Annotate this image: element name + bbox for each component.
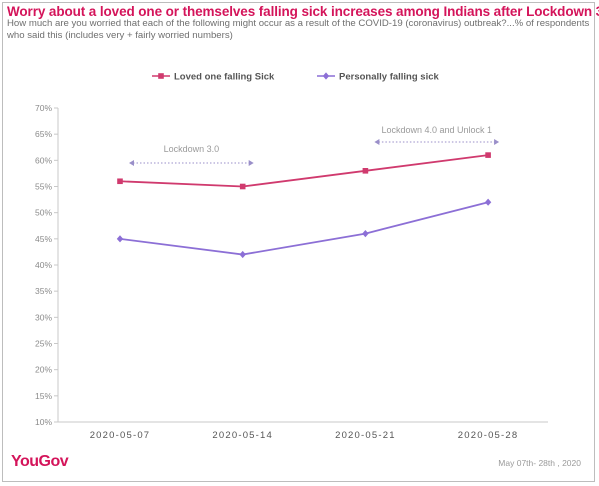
legend-marker: [322, 72, 330, 80]
y-tick-label: 70%: [35, 103, 52, 113]
data-point: [239, 183, 246, 190]
annotation-label: Lockdown 4.0 and Unlock 1: [381, 125, 492, 135]
annotation-arrowhead: [374, 139, 380, 145]
y-tick-label: 50%: [35, 208, 52, 218]
y-tick-label: 20%: [35, 365, 52, 375]
y-tick-label: 65%: [35, 129, 52, 139]
yougov-logo: YouGov: [11, 453, 69, 470]
y-tick-label: 10%: [35, 417, 52, 427]
legend-label: Personally falling sick: [339, 72, 440, 83]
y-tick-label: 55%: [35, 182, 52, 192]
data-point: [116, 235, 124, 243]
x-tick-label: 2020-05-21: [335, 430, 396, 441]
legend-label: Loved one falling Sick: [174, 72, 275, 83]
chart-subtitle: How much are you worried that each of th…: [7, 18, 590, 41]
annotation-label: Lockdown 3.0: [164, 144, 220, 154]
data-point: [362, 230, 369, 238]
chart-title: Worry about a loved one or themselves fa…: [7, 4, 599, 19]
chart-frame: [2, 2, 595, 482]
series-line: [119, 201, 489, 256]
data-point: [362, 168, 369, 174]
annotation-arrowhead: [494, 139, 500, 145]
y-tick-label: 60%: [35, 155, 52, 165]
x-tick-label: 2020-05-14: [212, 430, 273, 441]
y-tick-label: 30%: [35, 312, 52, 322]
data-point: [484, 198, 492, 206]
legend-marker: [158, 73, 164, 79]
data-point: [239, 250, 246, 259]
data-point: [117, 178, 123, 185]
annotation-arrowhead: [248, 160, 254, 166]
series-line: [119, 154, 489, 188]
y-tick-label: 40%: [35, 260, 52, 270]
y-tick-label: 15%: [35, 391, 52, 401]
date-range-note: May 07th- 28th , 2020: [498, 458, 581, 468]
annotation-arrowhead: [129, 160, 134, 166]
y-tick-label: 45%: [35, 234, 52, 244]
y-tick-label: 35%: [35, 286, 52, 296]
data-point: [485, 152, 491, 158]
x-tick-label: 2020-05-28: [458, 430, 519, 441]
x-tick-label: 2020-05-07: [90, 430, 151, 441]
y-tick-label: 25%: [35, 339, 52, 349]
